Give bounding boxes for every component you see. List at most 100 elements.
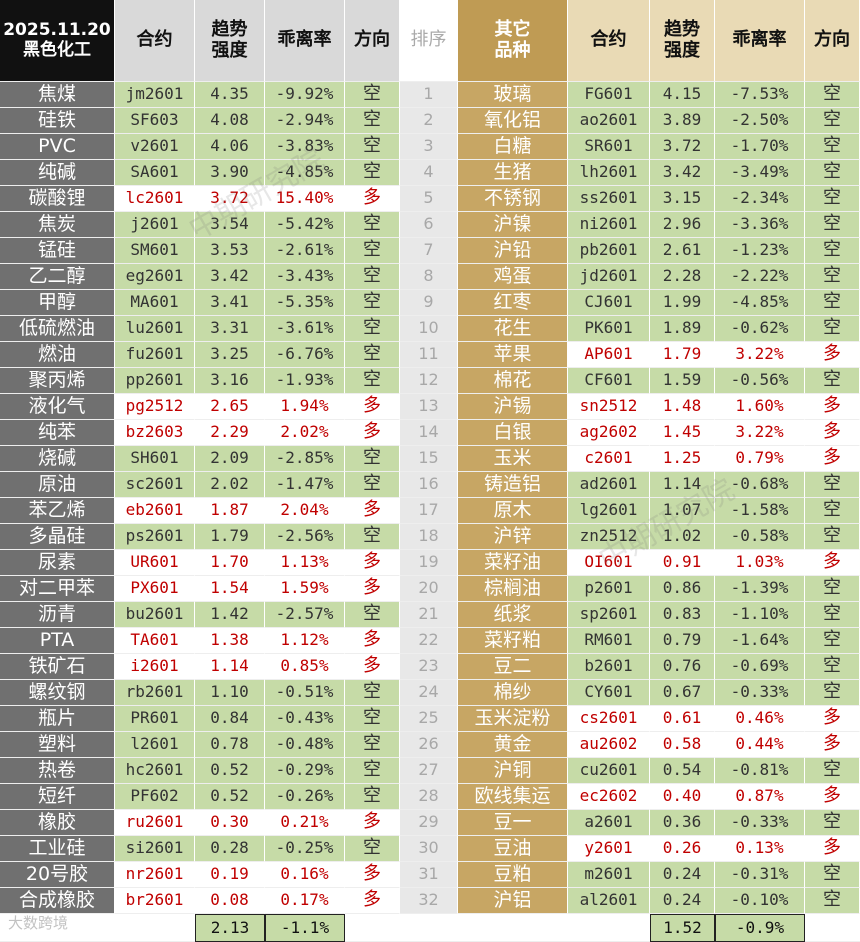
rank: 22 <box>400 628 458 654</box>
deviation: 0.44% <box>715 732 805 758</box>
contract: ec2602 <box>568 784 650 810</box>
contract: l2601 <box>115 732 195 758</box>
contract: pb2601 <box>568 238 650 264</box>
deviation: -4.85% <box>715 290 805 316</box>
contract: ad2601 <box>568 472 650 498</box>
product-name: 热卷 <box>0 758 115 784</box>
contract: rb2601 <box>115 680 195 706</box>
rank: 21 <box>400 602 458 628</box>
deviation: 0.17% <box>265 888 345 914</box>
product-name: 沪锡 <box>458 394 568 420</box>
trend-strength: 1.70 <box>195 550 265 576</box>
product-name: 聚丙烯 <box>0 368 115 394</box>
deviation: 0.21% <box>265 810 345 836</box>
trend-strength: 0.76 <box>650 654 715 680</box>
header-line: 趋势 <box>664 18 700 40</box>
deviation: -0.69% <box>715 654 805 680</box>
contract: jd2601 <box>568 264 650 290</box>
deviation: -0.51% <box>265 680 345 706</box>
avg-strength: 2.13 <box>195 914 265 942</box>
rank: 29 <box>400 810 458 836</box>
contract: SM601 <box>115 238 195 264</box>
rank: 30 <box>400 836 458 862</box>
product-name: 20号胶 <box>0 862 115 888</box>
direction: 多 <box>345 420 400 446</box>
direction: 空 <box>345 602 400 628</box>
direction: 空 <box>805 264 860 290</box>
trend-strength: 3.25 <box>195 342 265 368</box>
product-name: 尿素 <box>0 550 115 576</box>
product-name: 生猪 <box>458 160 568 186</box>
direction: 空 <box>805 862 860 888</box>
product-name: 原油 <box>0 472 115 498</box>
deviation: 1.13% <box>265 550 345 576</box>
deviation: -7.53% <box>715 82 805 108</box>
contract: eb2601 <box>115 498 195 524</box>
trend-strength: 3.53 <box>195 238 265 264</box>
trend-strength: 0.28 <box>195 836 265 862</box>
header-title: 2025.11.20 黑色化工 <box>0 0 115 82</box>
deviation: -2.57% <box>265 602 345 628</box>
product-name: 低硫燃油 <box>0 316 115 342</box>
blank <box>115 914 195 942</box>
direction: 空 <box>805 888 860 914</box>
product-name: 菜籽油 <box>458 550 568 576</box>
deviation: -0.29% <box>265 758 345 784</box>
direction: 空 <box>805 134 860 160</box>
column-header: 趋势 强度 <box>195 0 265 82</box>
contract: sc2601 <box>115 472 195 498</box>
deviation: -2.34% <box>715 186 805 212</box>
deviation: -0.56% <box>715 368 805 394</box>
contract: CJ601 <box>568 290 650 316</box>
product-name: 豆粕 <box>458 862 568 888</box>
direction: 空 <box>345 836 400 862</box>
blank <box>0 914 115 942</box>
contract: b2601 <box>568 654 650 680</box>
contract: zn2512 <box>568 524 650 550</box>
contract: ao2601 <box>568 108 650 134</box>
deviation: -1.47% <box>265 472 345 498</box>
direction: 空 <box>805 368 860 394</box>
deviation: 1.12% <box>265 628 345 654</box>
deviation: -0.43% <box>265 706 345 732</box>
header-line: 其它 <box>494 18 531 40</box>
trend-strength: 0.58 <box>650 732 715 758</box>
contract: v2601 <box>115 134 195 160</box>
contract: hc2601 <box>115 758 195 784</box>
trend-strength: 2.02 <box>195 472 265 498</box>
trend-strength: 1.14 <box>650 472 715 498</box>
product-name: 纸浆 <box>458 602 568 628</box>
deviation: 0.79% <box>715 446 805 472</box>
rank: 13 <box>400 394 458 420</box>
product-name: 玉米 <box>458 446 568 472</box>
rank: 16 <box>400 472 458 498</box>
trend-strength: 3.42 <box>195 264 265 290</box>
rank: 1 <box>400 82 458 108</box>
deviation: 0.87% <box>715 784 805 810</box>
deviation: -0.26% <box>265 784 345 810</box>
rank: 19 <box>400 550 458 576</box>
trend-strength: 1.45 <box>650 420 715 446</box>
product-name: 纯苯 <box>0 420 115 446</box>
contract: au2602 <box>568 732 650 758</box>
contract: PK601 <box>568 316 650 342</box>
product-name: 苹果 <box>458 342 568 368</box>
rank: 10 <box>400 316 458 342</box>
product-name: 螺纹钢 <box>0 680 115 706</box>
rank: 11 <box>400 342 458 368</box>
product-name: 塑料 <box>0 732 115 758</box>
deviation: -1.70% <box>715 134 805 160</box>
deviation: -0.62% <box>715 316 805 342</box>
contract: SF603 <box>115 108 195 134</box>
header-line: 合约 <box>136 29 173 51</box>
direction: 空 <box>805 472 860 498</box>
contract: bz2603 <box>115 420 195 446</box>
direction: 空 <box>345 264 400 290</box>
deviation: -1.93% <box>265 368 345 394</box>
direction: 空 <box>805 160 860 186</box>
trend-strength: 0.78 <box>195 732 265 758</box>
column-header: 乖离率 <box>715 0 805 82</box>
direction: 多 <box>345 550 400 576</box>
blank <box>568 914 650 942</box>
